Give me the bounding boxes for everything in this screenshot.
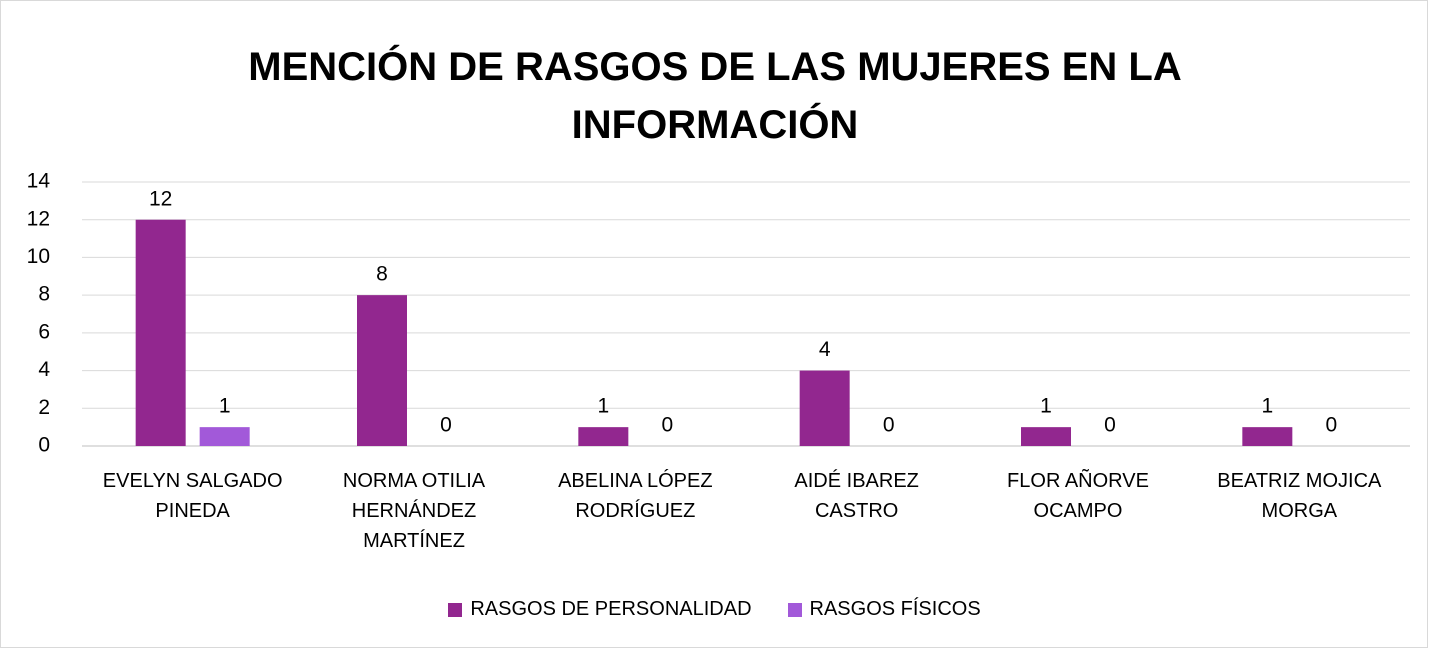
legend-label: RASGOS FÍSICOS (809, 598, 981, 620)
x-tick-label: AIDÉ IBAREZ CASTRO (794, 470, 919, 522)
data-label: 1 (597, 395, 609, 418)
x-tick-label: FLOR AÑORVE OCAMPO (1007, 470, 1149, 522)
data-label: 0 (1325, 414, 1337, 437)
bar (199, 427, 250, 446)
legend: RASGOS DE PERSONALIDAD RASGOS FÍSICOS (0, 598, 1429, 621)
bar (578, 427, 629, 446)
data-label: 1 (219, 395, 231, 418)
bar (1021, 427, 1071, 446)
data-label: 4 (819, 338, 831, 361)
legend-label: RASGOS DE PERSONALIDAD (470, 598, 752, 620)
data-label: 0 (1104, 414, 1116, 437)
legend-item: RASGOS FÍSICOS (787, 598, 981, 621)
bar (1242, 427, 1293, 446)
chart-title: MENCIÓN DE RASGOS DE LAS MUJERES EN LA I… (248, 45, 1182, 147)
y-tick-label: 8 (38, 283, 50, 306)
data-label: 12 (149, 187, 172, 210)
data-label: 0 (661, 414, 673, 437)
legend-item: RASGOS DE PERSONALIDAD (448, 598, 752, 621)
x-tick-label: NORMA OTILIA HERNÁNDEZ MARTÍNEZ (342, 470, 486, 552)
data-label: 1 (1261, 395, 1273, 418)
data-label: 0 (883, 414, 895, 437)
y-tick-label: 12 (27, 207, 50, 230)
x-tick-label: EVELYN SALGADO PINEDA (102, 470, 283, 522)
y-tick-label: 0 (38, 434, 50, 457)
data-label: 0 (440, 414, 452, 437)
x-tick-label: BEATRIZ MOJICA MORGA (1217, 470, 1382, 522)
y-tick-label: 6 (38, 320, 50, 343)
data-label: 8 (376, 263, 388, 286)
data-label: 1 (1040, 395, 1052, 418)
x-tick-label: ABELINA LÓPEZ RODRÍGUEZ (558, 470, 713, 522)
bar (135, 219, 186, 446)
y-tick-label: 14 (27, 170, 51, 193)
y-tick-label: 2 (38, 396, 50, 419)
y-tick-label: 10 (27, 245, 50, 268)
bar (799, 370, 850, 446)
legend-swatch (787, 602, 802, 617)
bar (357, 295, 407, 446)
legend-swatch (448, 602, 463, 617)
y-tick-label: 4 (38, 358, 50, 381)
